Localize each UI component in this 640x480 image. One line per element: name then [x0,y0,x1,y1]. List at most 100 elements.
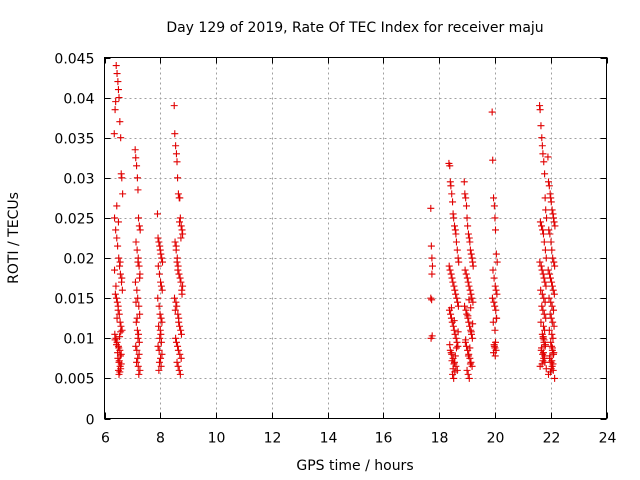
data-point [545,294,553,302]
data-point [538,222,546,230]
data-point [173,302,181,310]
data-point [453,246,461,254]
data-point [116,333,124,341]
x-tick-label: 20 [487,431,505,447]
data-point [176,322,184,330]
data-point [469,298,477,306]
data-point [536,258,544,266]
data-point [544,153,552,161]
data-point [490,202,498,210]
data-point [466,246,474,254]
data-point [551,262,559,270]
data-point [545,226,553,234]
data-point [118,326,126,334]
data-point [171,238,179,246]
data-point [452,238,460,246]
data-point [115,310,123,318]
data-point [176,194,184,202]
data-point [111,214,119,222]
data-point [548,246,556,254]
data-point [133,286,141,294]
data-point [491,282,499,290]
data-point [118,274,126,282]
data-point [466,286,474,294]
data-point [462,342,470,350]
data-point [465,318,473,326]
data-point [467,250,475,258]
data-point [111,106,119,114]
data-point [446,266,454,274]
data-point [132,298,140,306]
x-axis-title: GPS time / hours [296,458,413,474]
data-point [540,310,548,318]
data-point [541,170,549,178]
x-tick-label: 14 [320,431,338,447]
data-point [454,302,462,310]
data-point [171,306,179,314]
data-point [489,266,497,274]
data-point [492,226,500,234]
data-point [115,94,123,102]
data-point [467,290,475,298]
data-point [549,210,557,218]
y-tick-label: 0.045 [54,52,94,68]
data-point [454,342,462,350]
data-point [452,230,460,238]
data-point [451,226,459,234]
data-point [134,186,142,194]
data-point [133,162,141,170]
data-point [135,214,143,222]
data-point [114,349,122,357]
y-tick-label: 0.03 [63,172,94,188]
data-point [157,278,165,286]
data-point [539,230,547,238]
data-point [468,254,476,262]
data-point [171,130,179,138]
data-point [493,290,501,298]
data-point [428,270,436,278]
data-point [427,334,435,342]
data-point [547,298,555,306]
data-point [448,350,456,358]
data-point [112,294,120,302]
chart-title: Day 129 of 2019, Rate Of TEC Index for r… [166,20,543,36]
data-point [155,346,163,354]
data-point [135,262,143,270]
data-point [539,226,547,234]
data-point [136,366,144,374]
data-point [492,286,500,294]
data-point [154,294,162,302]
data-point [448,274,456,282]
data-point [461,266,469,274]
data-point [490,274,498,282]
data-point [491,214,499,222]
data-point [158,350,166,358]
data-point [467,304,475,312]
data-point [550,306,558,314]
y-tick-label: 0 [86,413,95,429]
data-point [114,86,122,94]
data-point [491,302,499,310]
data-point [466,238,474,246]
data-point [467,358,475,366]
data-point [461,190,469,198]
plot-frame [104,57,607,419]
data-point [450,214,458,222]
data-point [134,258,142,266]
data-point [135,350,143,358]
data-point [174,266,182,274]
data-point [463,214,471,222]
data-point [453,338,461,346]
data-point [176,218,184,226]
data-point [155,322,163,330]
data-point [462,306,470,314]
data-point [451,368,459,376]
data-point [155,270,163,278]
data-point [113,314,121,322]
data-point [177,222,185,230]
data-point [135,370,143,378]
data-point [548,278,556,286]
data-point [465,374,473,382]
data-point [111,266,119,274]
